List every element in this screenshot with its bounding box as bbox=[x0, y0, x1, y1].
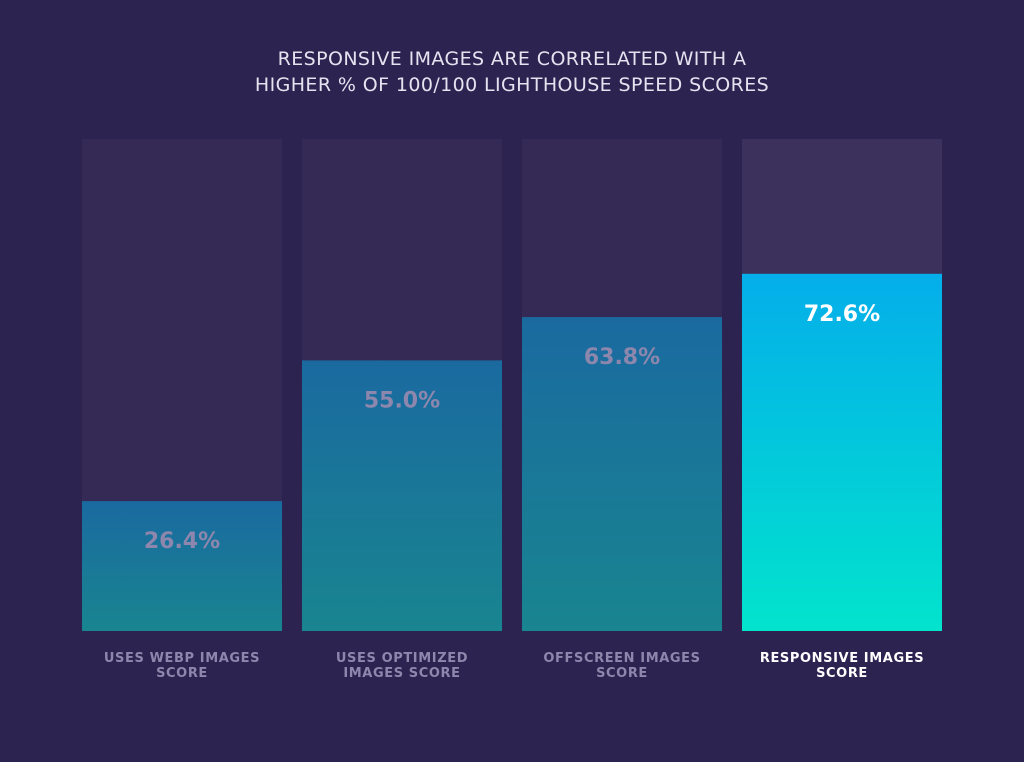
bar bbox=[82, 501, 282, 631]
bar bbox=[302, 360, 502, 631]
category-label-line: RESPONSIVE IMAGES bbox=[759, 651, 925, 666]
category-label-line: USES OPTIMIZED bbox=[335, 651, 469, 666]
category-label: RESPONSIVE IMAGES SCORE bbox=[742, 651, 942, 681]
category-label: USES OPTIMIZED IMAGES SCORE bbox=[302, 651, 502, 681]
bar bbox=[742, 273, 942, 631]
category-label: USES WEBP IMAGES SCORE bbox=[82, 651, 282, 681]
chart-title-line-1: RESPONSIVE IMAGES ARE CORRELATED WITH A bbox=[277, 48, 747, 70]
category-label-line: SCORE bbox=[816, 666, 868, 681]
chart-title: RESPONSIVE IMAGES ARE CORRELATED WITH A … bbox=[112, 46, 912, 98]
data-label: 26.4% bbox=[144, 529, 220, 554]
category-label: OFFSCREEN IMAGES SCORE bbox=[522, 651, 722, 681]
chart-title-line-2: HIGHER % OF 100/100 LIGHTHOUSE SPEED SCO… bbox=[254, 74, 770, 96]
bar bbox=[522, 317, 722, 631]
data-label: 72.6% bbox=[804, 302, 880, 327]
category-label-line: IMAGES SCORE bbox=[343, 666, 461, 681]
category-label-line: USES WEBP IMAGES bbox=[103, 651, 261, 666]
data-label: 63.8% bbox=[584, 345, 660, 370]
category-label-line: SCORE bbox=[596, 666, 648, 681]
category-label-line: SCORE bbox=[156, 666, 208, 681]
bars-group: 26.4% 55.0% 63.8% 72.6% bbox=[82, 139, 942, 631]
data-label: 55.0% bbox=[364, 388, 440, 413]
category-label-line: OFFSCREEN IMAGES bbox=[543, 651, 701, 666]
